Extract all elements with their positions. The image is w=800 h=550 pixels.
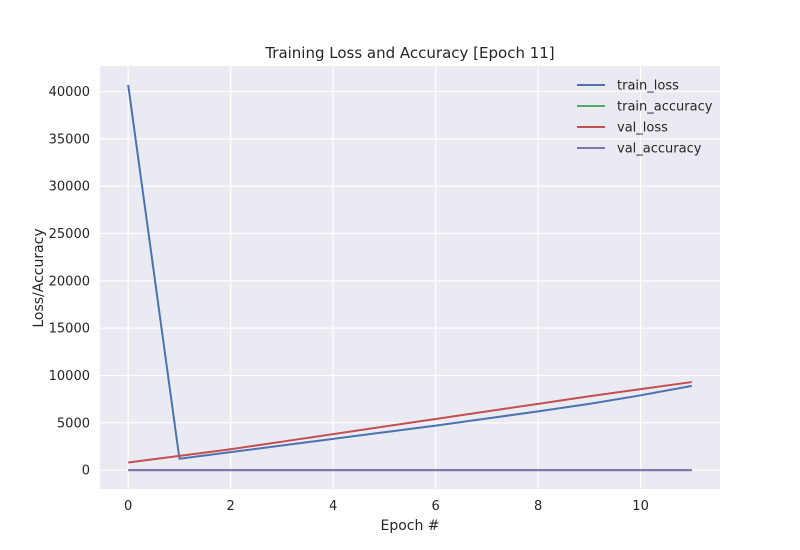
y-tick-label: 35000 xyxy=(49,132,90,147)
series-layer xyxy=(127,84,692,472)
x-tick-label: 10 xyxy=(632,499,649,514)
y-tick-label: 30000 xyxy=(49,180,90,195)
y-tick-label: 15000 xyxy=(49,322,90,337)
y-axis-label: Loss/Accuracy xyxy=(31,228,47,327)
x-tick-label: 2 xyxy=(227,499,235,514)
tick-labels: 0 2 4 6 8 10 0 5000 10000 15000 20000 25000 30000 350… xyxy=(49,85,649,514)
y-tick-label: 40000 xyxy=(49,85,90,100)
y-tick-label: 20000 xyxy=(49,274,90,289)
plot-area xyxy=(100,66,720,489)
x-tick-label: 0 xyxy=(124,499,132,514)
y-tick-label: 25000 xyxy=(49,227,90,242)
legend: train_loss train_accuracy val_loss val_accu… xyxy=(577,79,713,157)
legend-label: val_loss xyxy=(617,121,668,136)
series-line-train-loss xyxy=(127,84,692,460)
y-tick-label: 5000 xyxy=(57,416,90,431)
x-tick-label: 6 xyxy=(431,499,439,514)
y-tick-label: 0 xyxy=(82,464,90,479)
legend-label: train_loss xyxy=(617,79,679,94)
chart-title: Training Loss and Accuracy [Epoch 11] xyxy=(264,44,554,62)
y-tick-label: 10000 xyxy=(49,369,90,384)
x-tick-label: 4 xyxy=(329,499,337,514)
grid-lines xyxy=(100,66,720,489)
legend-label: train_accuracy xyxy=(617,100,713,115)
series-line-val-loss xyxy=(128,381,692,464)
legend-label: val_accuracy xyxy=(617,142,702,157)
x-axis-label: Epoch # xyxy=(380,518,439,534)
x-tick-label: 8 xyxy=(534,499,542,514)
